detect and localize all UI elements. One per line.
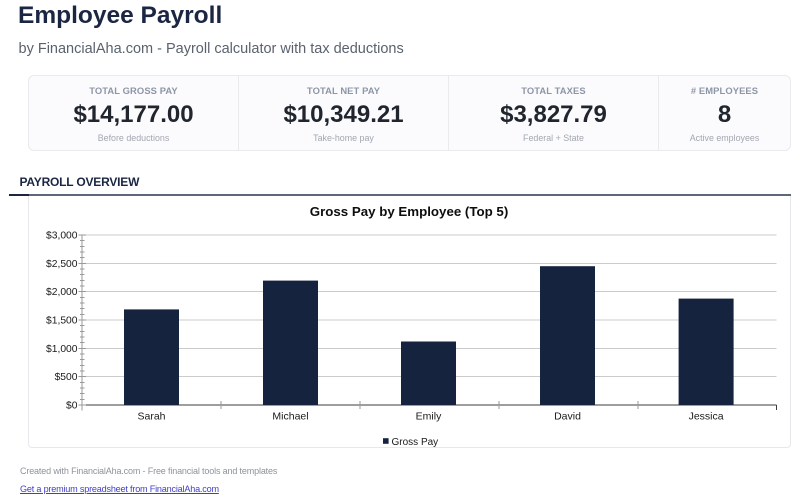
svg-text:$0: $0 <box>66 401 78 412</box>
svg-text:Sarah: Sarah <box>137 411 165 423</box>
svg-text:$2,000: $2,000 <box>46 287 78 298</box>
svg-text:Emily: Emily <box>416 411 442 423</box>
svg-text:$3,000: $3,000 <box>46 231 78 242</box>
svg-text:Michael: Michael <box>272 411 308 423</box>
svg-text:$2,500: $2,500 <box>46 259 78 270</box>
svg-text:$1,000: $1,000 <box>46 344 78 355</box>
svg-text:$1,500: $1,500 <box>46 316 78 327</box>
svg-text:David: David <box>554 411 581 423</box>
svg-text:$500: $500 <box>55 372 78 383</box>
svg-text:Gross Pay: Gross Pay <box>392 437 439 447</box>
svg-text:Jessica: Jessica <box>689 411 724 423</box>
